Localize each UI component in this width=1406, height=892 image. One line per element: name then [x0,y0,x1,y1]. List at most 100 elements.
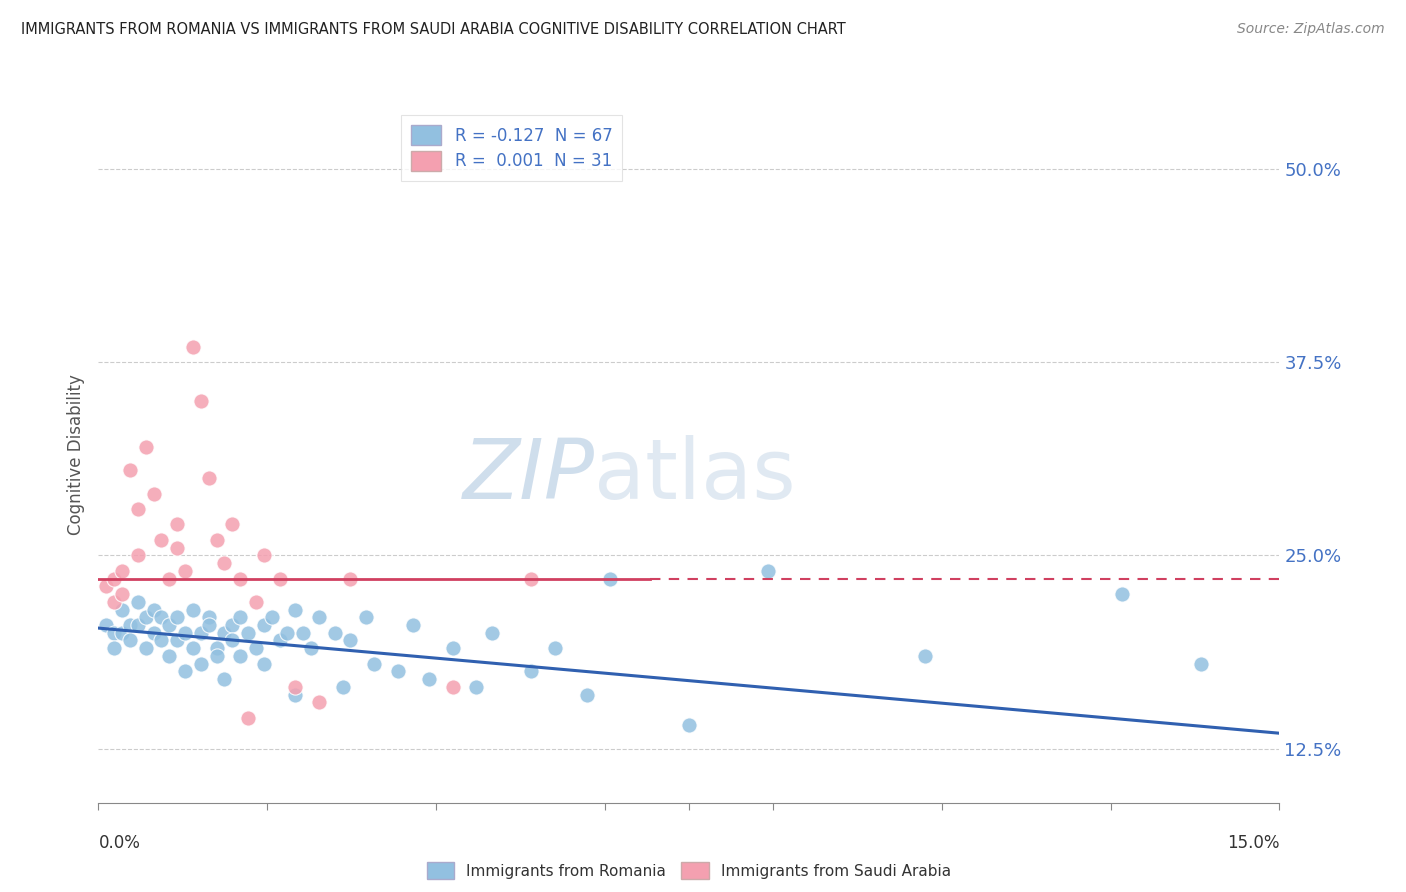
Point [332,680,354,694]
Point [575,688,598,702]
Point [142,602,165,616]
Point [174,564,197,578]
Point [678,718,700,732]
Point [103,595,125,609]
Point [214,625,236,640]
Point [221,517,243,532]
Point [190,657,212,671]
Point [205,648,228,663]
Point [214,672,236,686]
Point [284,688,307,702]
Point [157,618,180,632]
Point [260,610,283,624]
Point [135,440,157,454]
Point [387,665,409,679]
Point [245,641,267,656]
Text: 15.0%: 15.0% [1227,834,1279,852]
Point [157,572,180,586]
Point [135,641,157,656]
Point [323,625,346,640]
Point [756,564,779,578]
Point [402,618,425,632]
Text: 0.0%: 0.0% [98,834,141,852]
Point [96,579,118,593]
Point [253,618,276,632]
Point [157,648,180,663]
Point [103,625,125,640]
Point [465,680,488,694]
Point [118,633,141,648]
Point [441,680,464,694]
Text: ZIP: ZIP [463,435,595,516]
Point [118,618,141,632]
Point [284,602,307,616]
Point [197,610,219,624]
Y-axis label: Cognitive Disability: Cognitive Disability [66,375,84,535]
Point [229,648,252,663]
Point [418,672,440,686]
Point [174,625,197,640]
Point [205,641,228,656]
Point [166,610,188,624]
Point [1189,657,1212,671]
Point [166,541,188,555]
Point [544,641,567,656]
Point [520,665,543,679]
Point [127,618,149,632]
Point [229,610,252,624]
Point [245,595,267,609]
Point [229,572,252,586]
Point [197,471,219,485]
Point [205,533,228,547]
Point [308,610,330,624]
Text: IMMIGRANTS FROM ROMANIA VS IMMIGRANTS FROM SAUDI ARABIA COGNITIVE DISABILITY COR: IMMIGRANTS FROM ROMANIA VS IMMIGRANTS FR… [21,22,846,37]
Point [111,602,134,616]
Point [127,595,149,609]
Point [299,641,322,656]
Point [142,625,165,640]
Point [181,602,204,616]
Point [111,564,134,578]
Point [150,610,173,624]
Point [197,618,219,632]
Point [253,549,276,563]
Point [599,572,621,586]
Point [166,517,188,532]
Point [441,641,464,656]
Text: Source: ZipAtlas.com: Source: ZipAtlas.com [1237,22,1385,37]
Point [236,625,259,640]
Point [150,533,173,547]
Point [181,641,204,656]
Text: atlas: atlas [595,435,796,516]
Point [150,633,173,648]
Point [308,695,330,709]
Point [166,633,188,648]
Point [236,711,259,725]
Point [111,587,134,601]
Point [354,610,377,624]
Point [127,549,149,563]
Point [1111,587,1133,601]
Point [96,618,118,632]
Point [214,556,236,570]
Point [292,625,315,640]
Point [103,641,125,656]
Point [142,486,165,500]
Legend: Immigrants from Romania, Immigrants from Saudi Arabia: Immigrants from Romania, Immigrants from… [420,855,957,886]
Point [481,625,503,640]
Point [174,665,197,679]
Point [363,657,385,671]
Point [190,625,212,640]
Point [269,633,291,648]
Point [253,657,276,671]
Point [221,633,243,648]
Point [520,572,543,586]
Point [276,625,298,640]
Point [284,680,307,694]
Point [221,618,243,632]
Point [190,393,212,408]
Point [135,610,157,624]
Point [118,463,141,477]
Point [127,502,149,516]
Point [111,625,134,640]
